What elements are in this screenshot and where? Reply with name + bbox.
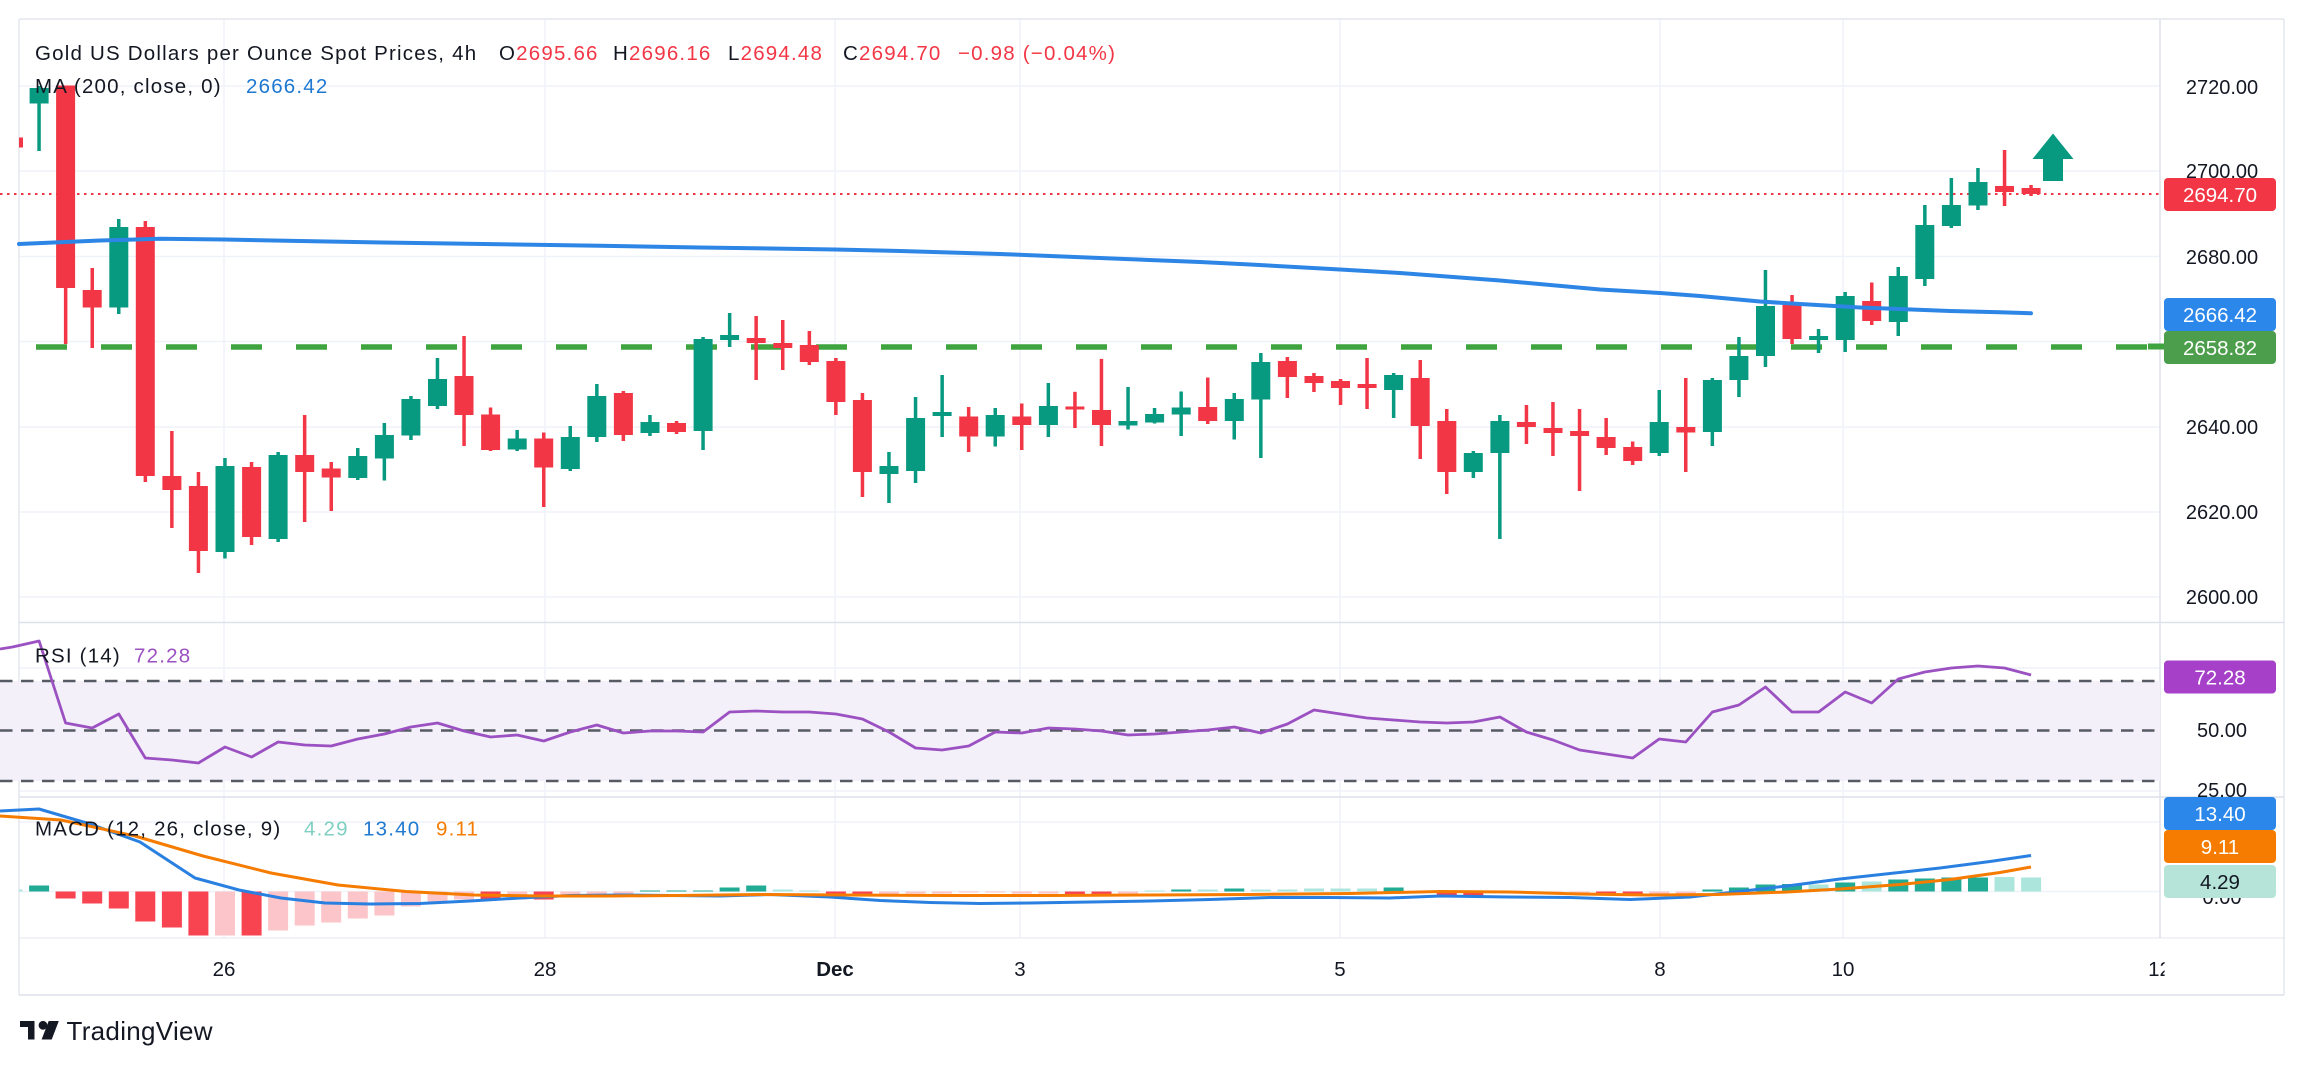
svg-text:Gold US Dollars per Ounce Spot: Gold US Dollars per Ounce Spot Prices, 4… xyxy=(35,42,1116,65)
svg-text:26: 26 xyxy=(213,958,236,981)
svg-text:2720.00: 2720.00 xyxy=(2186,77,2258,99)
svg-text:12: 12 xyxy=(2148,958,2171,981)
svg-text:25.00: 25.00 xyxy=(2197,780,2247,802)
svg-text:50.00: 50.00 xyxy=(2197,720,2247,742)
svg-text:13.40: 13.40 xyxy=(2194,803,2245,826)
svg-text:2640.00: 2640.00 xyxy=(2186,417,2258,439)
svg-text:RSI (14)72.28: RSI (14) 72.28 xyxy=(35,645,191,668)
svg-text:2666.42: 2666.42 xyxy=(2183,304,2257,327)
svg-text:5: 5 xyxy=(1334,958,1345,981)
svg-text:10: 10 xyxy=(1832,958,1855,981)
svg-text:28: 28 xyxy=(534,958,557,981)
svg-text:2694.70: 2694.70 xyxy=(2183,184,2257,207)
svg-text:4.29: 4.29 xyxy=(2200,871,2240,894)
svg-text:2658.82: 2658.82 xyxy=(2183,337,2257,360)
svg-text:8: 8 xyxy=(1654,958,1665,981)
svg-text:MA (200, close, 0)2666.42: MA (200, close, 0) 2666.42 xyxy=(35,75,329,98)
svg-text:3: 3 xyxy=(1014,958,1025,981)
svg-text:72.28: 72.28 xyxy=(2194,667,2245,690)
svg-text:2700.00: 2700.00 xyxy=(2186,161,2258,183)
svg-text:2680.00: 2680.00 xyxy=(2186,247,2258,269)
svg-text:TradingView: TradingView xyxy=(67,1016,213,1046)
svg-text:2600.00: 2600.00 xyxy=(2186,587,2258,609)
svg-text:9.11: 9.11 xyxy=(2201,836,2239,859)
svg-text:2620.00: 2620.00 xyxy=(2186,502,2258,524)
svg-text:Dec: Dec xyxy=(816,958,854,981)
